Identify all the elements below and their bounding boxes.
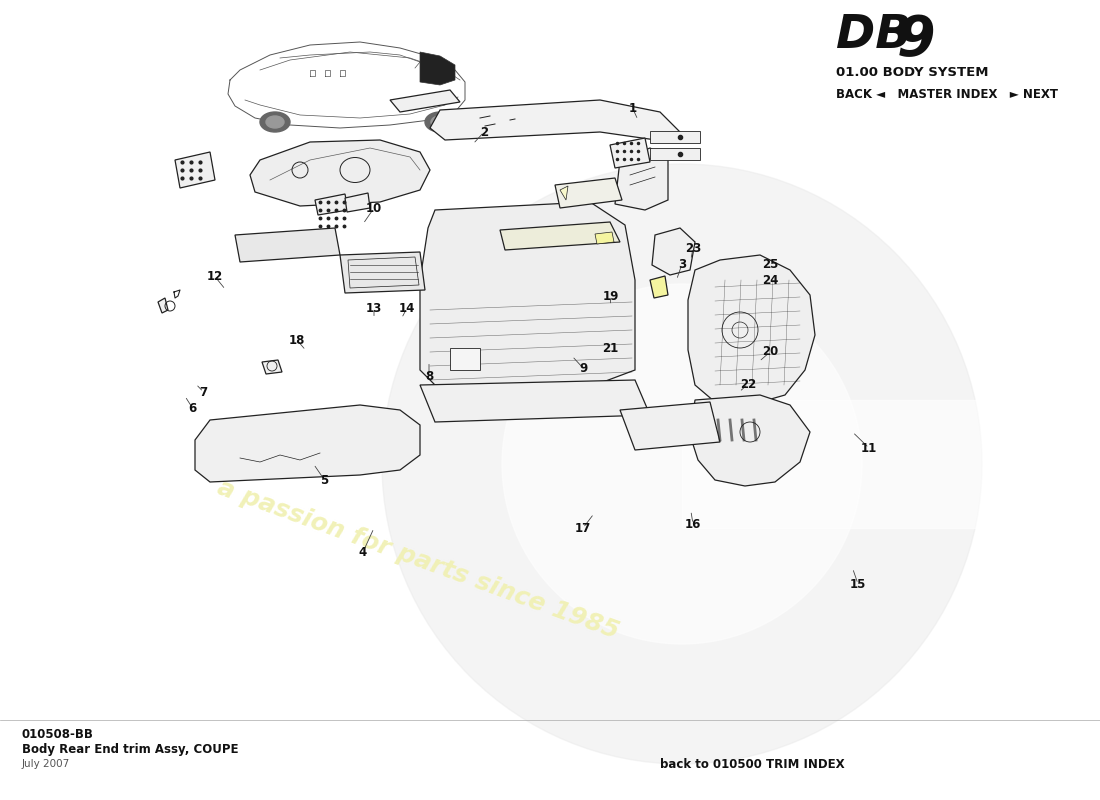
Polygon shape xyxy=(650,276,668,298)
Text: July 2007: July 2007 xyxy=(22,759,70,769)
Polygon shape xyxy=(195,405,420,482)
Polygon shape xyxy=(262,360,282,374)
Text: 6: 6 xyxy=(188,402,197,414)
Text: 19: 19 xyxy=(603,290,618,302)
Text: back to 010500 TRIM INDEX: back to 010500 TRIM INDEX xyxy=(660,758,845,770)
Polygon shape xyxy=(652,228,695,275)
Text: 22: 22 xyxy=(740,378,756,390)
Text: 14: 14 xyxy=(399,302,415,314)
Polygon shape xyxy=(688,255,815,405)
Polygon shape xyxy=(595,232,614,244)
Text: 24: 24 xyxy=(762,274,778,286)
Polygon shape xyxy=(615,148,668,210)
Text: 25: 25 xyxy=(762,258,778,270)
Circle shape xyxy=(502,284,862,644)
Text: 16: 16 xyxy=(685,518,701,530)
Text: 17: 17 xyxy=(575,522,591,534)
Ellipse shape xyxy=(425,112,455,132)
Circle shape xyxy=(382,164,982,764)
Text: 23: 23 xyxy=(685,242,701,254)
Bar xyxy=(650,148,700,160)
Text: 9: 9 xyxy=(896,13,935,67)
Polygon shape xyxy=(158,298,168,313)
Text: 01.00 BODY SYSTEM: 01.00 BODY SYSTEM xyxy=(836,66,989,78)
Text: 7: 7 xyxy=(199,386,208,398)
Polygon shape xyxy=(560,186,568,200)
Text: 13: 13 xyxy=(366,302,382,314)
Text: 3: 3 xyxy=(678,258,686,270)
Polygon shape xyxy=(690,395,810,486)
Text: 10: 10 xyxy=(366,202,382,214)
Text: 8: 8 xyxy=(425,370,433,382)
Ellipse shape xyxy=(260,112,290,132)
Polygon shape xyxy=(420,380,650,422)
Text: 010508-BB: 010508-BB xyxy=(22,729,94,742)
Polygon shape xyxy=(500,222,620,250)
Text: 12: 12 xyxy=(207,270,222,282)
Polygon shape xyxy=(345,193,370,212)
Polygon shape xyxy=(250,140,430,206)
Text: DB: DB xyxy=(836,14,911,58)
Text: 5: 5 xyxy=(320,474,329,486)
Text: 9: 9 xyxy=(579,362,587,374)
Polygon shape xyxy=(235,228,340,262)
Bar xyxy=(450,348,480,370)
Text: 21: 21 xyxy=(603,342,618,354)
Text: a passion for parts since 1985: a passion for parts since 1985 xyxy=(213,476,623,644)
Ellipse shape xyxy=(431,116,449,128)
Polygon shape xyxy=(420,52,455,85)
Text: 20: 20 xyxy=(762,346,778,358)
Text: BACK ◄   MASTER INDEX   ► NEXT: BACK ◄ MASTER INDEX ► NEXT xyxy=(836,88,1058,101)
Ellipse shape xyxy=(266,116,284,128)
Text: 11: 11 xyxy=(861,442,877,454)
Bar xyxy=(682,400,1032,528)
Polygon shape xyxy=(175,152,214,188)
Polygon shape xyxy=(420,202,635,385)
Text: 1: 1 xyxy=(628,102,637,114)
Polygon shape xyxy=(556,178,622,208)
Polygon shape xyxy=(610,138,650,168)
Text: 18: 18 xyxy=(289,334,305,346)
Polygon shape xyxy=(620,402,721,450)
Polygon shape xyxy=(390,90,460,112)
Text: 4: 4 xyxy=(359,546,367,558)
Bar xyxy=(650,131,700,143)
Text: 15: 15 xyxy=(850,578,866,590)
Polygon shape xyxy=(430,100,680,142)
Polygon shape xyxy=(340,252,425,293)
Text: Body Rear End trim Assy, COUPE: Body Rear End trim Assy, COUPE xyxy=(22,743,239,757)
Polygon shape xyxy=(315,194,348,215)
Text: 2: 2 xyxy=(480,126,488,138)
